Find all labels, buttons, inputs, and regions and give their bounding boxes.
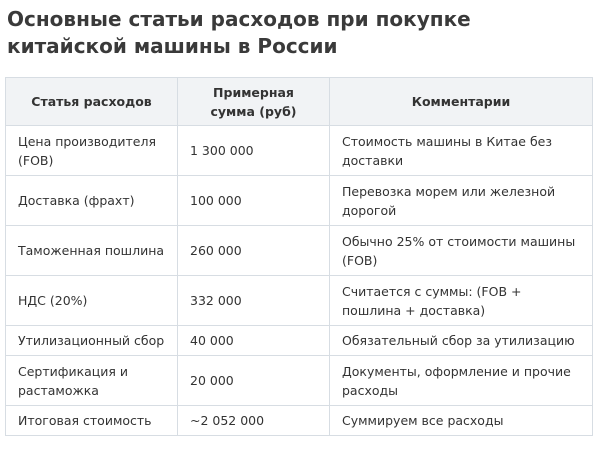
cell-item: Утилизационный сбор [5,325,178,356]
table-row: Таможенная пошлина 260 000 Обычно 25% от… [5,225,593,276]
cell-amount: ~2 052 000 [177,405,330,436]
cell-comment: Суммируем все расходы [329,405,593,436]
cell-item: Таможенная пошлина [5,225,178,276]
header-approx-amount: Примерная сумма (руб) [177,77,330,126]
expense-table: Статья расходов Примерная сумма (руб) Ко… [5,77,593,436]
cell-comment: Документы, оформление и прочие расходы [329,355,593,406]
page-title: Основные статьи расходов при покупке кит… [7,7,471,58]
table-row: Утилизационный сбор 40 000 Обязательный … [5,325,593,356]
cell-item: Доставка (фрахт) [5,175,178,226]
table-row: Сертификация и растаможка 20 000 Докумен… [5,355,593,406]
table-row-total: Итоговая стоимость ~2 052 000 Суммируем … [5,405,593,436]
table-header-row: Статья расходов Примерная сумма (руб) Ко… [5,77,593,126]
cell-comment: Считается с суммы: (FOB + пошлина + дост… [329,275,593,326]
cell-comment: Стоимость машины в Китае без доставки [329,125,593,176]
table-row: Цена производителя (FOB) 1 300 000 Стоим… [5,125,593,176]
cell-item: Цена производителя (FOB) [5,125,178,176]
cell-amount: 20 000 [177,355,330,406]
cell-comment: Обычно 25% от стоимости машины (FOB) [329,225,593,276]
cell-item: НДС (20%) [5,275,178,326]
cell-item: Сертификация и растаможка [5,355,178,406]
table-row: НДС (20%) 332 000 Считается с суммы: (FO… [5,275,593,326]
cell-amount: 40 000 [177,325,330,356]
header-expense-item: Статья расходов [5,77,178,126]
cell-comment: Обязательный сбор за утилизацию [329,325,593,356]
table-row: Доставка (фрахт) 100 000 Перевозка морем… [5,175,593,226]
cell-amount: 260 000 [177,225,330,276]
cell-amount: 332 000 [177,275,330,326]
cell-amount: 1 300 000 [177,125,330,176]
cell-comment: Перевозка морем или железной дорогой [329,175,593,226]
cell-item: Итоговая стоимость [5,405,178,436]
cell-amount: 100 000 [177,175,330,226]
expense-table-container: Статья расходов Примерная сумма (руб) Ко… [5,77,593,436]
header-comments: Комментарии [329,77,593,126]
